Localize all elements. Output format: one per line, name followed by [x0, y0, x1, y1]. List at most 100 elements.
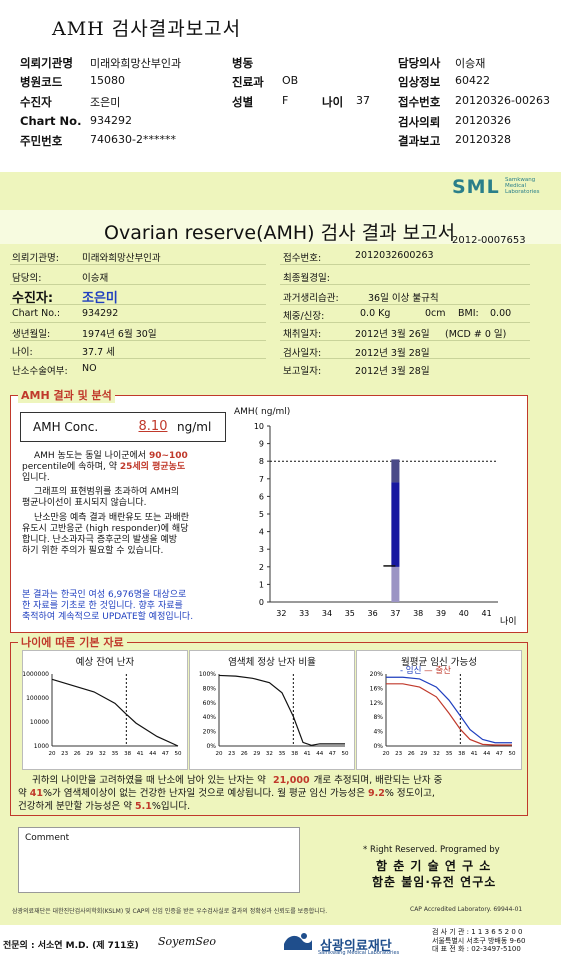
pregnancy-y-tick-label: 12%: [370, 700, 384, 707]
pregnancy-chart-title: 월평균 임신 가능성: [401, 657, 477, 668]
amh-y-tick-label: 8: [259, 457, 264, 466]
top-value: 934292: [90, 114, 132, 127]
birth-label: 생년월일:: [12, 329, 51, 340]
legend-pregnancy: 임신: [405, 666, 422, 676]
pregnancy-x-tick-label: 44: [483, 751, 490, 757]
cap-text: CAP Accredited Laboratory. 69944-01: [410, 906, 523, 913]
normal-egg-x-tick-label: 29: [253, 751, 260, 757]
doctor-label: 담당의:: [12, 273, 42, 284]
top-value: 20120326-00263: [455, 94, 550, 107]
eggs-x-tick-label: 20: [49, 751, 56, 757]
top-value: OB: [282, 74, 299, 87]
eggs-y-tick-label: 10000: [30, 719, 49, 726]
patient-label: 수진자:: [12, 291, 54, 306]
bmi-label: BMI:: [458, 308, 479, 319]
pregnancy-x-tick-label: 26: [408, 751, 415, 757]
eggs-x-tick-label: 38: [124, 751, 131, 757]
pregnancy-legend: - 임신 — 출산: [400, 666, 451, 676]
amh-y-tick-label: 5: [259, 510, 264, 519]
pregnancy-series-line: [386, 683, 512, 746]
amh-range-bar: [391, 482, 400, 567]
summary-line-3: 건강하게 분만할 가능성은 약 5.1%입니다.: [18, 801, 191, 812]
pregnancy-x-tick-label: 47: [496, 751, 503, 757]
eggs-y-tick-label: 100000: [26, 695, 49, 702]
top-value: 이승재: [455, 57, 486, 70]
amh-data-note: 본 결과는 한국인 여성 6,976명을 대상으로 한 자료를 기초로 한 것입…: [22, 590, 194, 622]
amh-y-tick-label: 6: [259, 492, 264, 501]
normal-egg-x-tick-label: 41: [304, 751, 311, 757]
eggs-x-tick-label: 41: [137, 751, 144, 757]
legend-birth: 출산: [435, 666, 451, 676]
birth-value: 1974년 6월 30일: [82, 329, 157, 340]
normal-egg-x-tick-label: 35: [279, 751, 286, 757]
pregnancy-y-tick-label: 20%: [370, 671, 384, 678]
amh-range-bar: [391, 459, 400, 483]
top-value: 미래와희망산부인과: [90, 57, 182, 70]
pregnancy-y-tick-label: 8%: [373, 714, 383, 721]
comment-label: Comment: [25, 833, 70, 843]
amh-conc-label: AMH Conc.: [33, 420, 99, 434]
foundation-logo-icon: [284, 933, 312, 950]
sml-logo: SML: [452, 176, 500, 198]
amh-x-tick-label: 37: [390, 609, 400, 618]
pregnancy-x-tick-label: 29: [420, 751, 427, 757]
inst-label: 의뢰기관명:: [12, 253, 59, 264]
amh-x-tick-label: 35: [345, 609, 355, 618]
top-label: 접수번호: [398, 95, 441, 109]
top-value: 60422: [455, 74, 490, 87]
amh-heading: AMH 결과 및 분석: [18, 387, 115, 403]
amh-y-tick-label: 2: [259, 563, 264, 572]
eggs-x-tick-label: 26: [74, 751, 81, 757]
patient-name: 조은미: [82, 291, 118, 306]
normal-egg-x-tick-label: 50: [342, 751, 349, 757]
amh-response-text: 난소만응 예측 결과 배란유도 또는 과배란 유도시 고반응군 (high re…: [22, 513, 190, 556]
amh-y-tick-label: 7: [259, 475, 264, 484]
title-band: [0, 210, 561, 244]
amh-graph-note: 그래프의 표현범위를 초과하여 AMH의 평균나이선이 표시되지 않습니다.: [22, 487, 180, 508]
normal-egg-y-tick-label: 20%: [203, 729, 217, 736]
amh-x-label: 나이: [500, 616, 517, 627]
eggs-chart: 1000 10000 100000 1000000 20 23 26 29 32 35 38 41 44…: [22, 671, 182, 757]
normal-egg-x-tick-label: 47: [329, 751, 336, 757]
pregnancy-x-tick-label: 23: [395, 751, 402, 757]
amh-y-label: AMH( ng/ml): [234, 407, 290, 417]
normal-egg-y-tick-label: 60%: [203, 700, 217, 707]
receipt-label: 접수번호:: [283, 253, 322, 264]
normal-egg-chart-title: 염색체 정상 난자 비율: [228, 657, 316, 668]
report-title: AMH 검사결과보고서: [52, 18, 242, 40]
lmp-label: 최종월경일:: [283, 273, 330, 284]
surgery-label: 난소수술여부:: [12, 366, 68, 377]
eggs-x-tick-label: 29: [86, 751, 93, 757]
amh-y-tick-label: 3: [259, 545, 264, 554]
draw-value: 2012년 3월 26일: [355, 329, 430, 340]
top-label: 주민번호: [20, 134, 63, 148]
pregnancy-x-tick-label: 32: [433, 751, 440, 757]
top-label: 임상정보: [398, 75, 441, 89]
pregnancy-chart: 0% 4% 8% 12% 16% 20% 20 23 26 29 32 35 38 41 44 47 50: [370, 671, 516, 757]
report-number: 2012-0007653: [452, 235, 526, 246]
normal-egg-x-tick-label: 44: [316, 751, 323, 757]
age-heading: 나이에 따른 기본 자료: [18, 634, 127, 650]
top-value: 15080: [90, 74, 125, 87]
amh-x-tick-label: 36: [368, 609, 378, 618]
summary-line-2: 약 41%가 염색체이상이 없는 건강한 난자일 것으로 예상됩니다. 월 평균…: [18, 788, 435, 799]
chart-value: 934292: [82, 308, 119, 319]
top-label: 진료과: [232, 75, 264, 89]
summary-line-1: 귀하의 나이만을 고려하였을 때 난소에 남아 있는 난자는 약 21,000 개…: [32, 775, 443, 786]
history-value: 36일 이상 불규칙: [368, 293, 439, 304]
report-date-value: 2012년 3월 28일: [355, 366, 430, 377]
top-value: 37: [356, 94, 370, 107]
specialist-name: 전문의 : 서소연 M.D. (제 711호): [3, 941, 139, 951]
amh-x-tick-label: 39: [436, 609, 446, 618]
age-data-box: [10, 642, 528, 816]
mcd-value: (MCD # 0 일): [445, 329, 507, 340]
receipt-value: 2012032600263: [355, 250, 434, 261]
normal-egg-x-tick-label: 23: [228, 751, 235, 757]
normal-egg-y-tick-label: 0%: [206, 743, 216, 750]
normal-egg-x-tick-label: 32: [266, 751, 273, 757]
amh-y-tick-label: 10: [254, 422, 264, 431]
eggs-chart-panel: [22, 650, 188, 770]
comment-box: [18, 827, 300, 893]
amh-x-tick-label: 33: [299, 609, 309, 618]
foundation-name: 삼광의료재단: [320, 939, 392, 954]
